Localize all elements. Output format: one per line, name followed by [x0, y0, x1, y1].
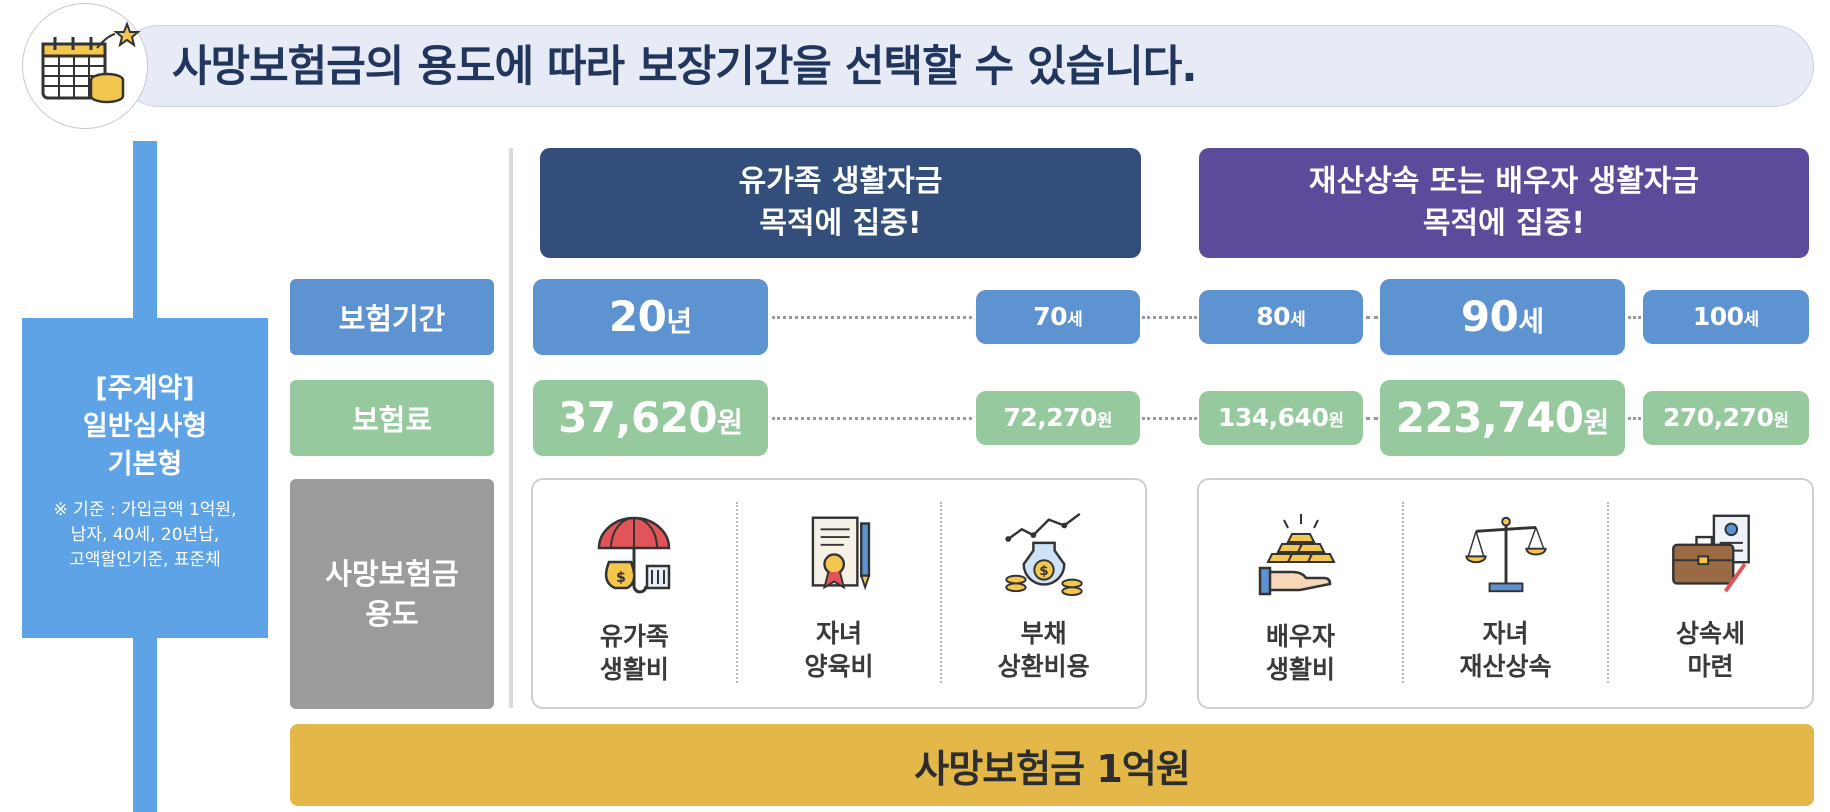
period-pill: 80 세 [1199, 290, 1363, 344]
premium-pill: 37,620 원 [533, 380, 768, 456]
umbrella-money-icon: $ [598, 516, 671, 594]
usage-box-family: $ 유가족 생활비 자녀 양육비 [531, 478, 1147, 709]
usage-item: 자녀 재산상속 [1402, 502, 1607, 683]
dotted-connector [1142, 417, 1197, 420]
usage-item: 자녀 양육비 [735, 502, 941, 683]
premium-pill: 223,740 원 [1380, 380, 1625, 456]
period-unit: 세 [1518, 305, 1545, 338]
usage-item: 상속세 마련 [1607, 502, 1812, 683]
premium-value: 134,640 [1217, 403, 1329, 432]
column-header-line: 유가족 생활자금 [738, 164, 943, 199]
death-benefit-bar: 사망보험금 1억원 [290, 724, 1814, 806]
period-pill: 90 세 [1380, 279, 1625, 355]
plan-note: ※ 기준 : 가입금액 1억원, 남자, 40세, 20년납, 고액할인기준, … [22, 498, 268, 573]
usage-item: $ 유가족 생활비 [533, 480, 736, 707]
usage-label-line: 유가족 [599, 622, 669, 651]
dotted-connector [1142, 316, 1197, 319]
plan-note-line: 남자, 40세, 20년납, [70, 525, 220, 545]
plan-box: [주계약] 일반심사형 기본형 ※ 기준 : 가입금액 1억원, 남자, 40세… [22, 318, 268, 638]
plan-note-line: ※ 기준 : 가입금액 1억원, [53, 500, 237, 520]
usage-label-line: 배우자 [1265, 622, 1335, 651]
premium-value: 223,740 [1395, 393, 1584, 442]
plan-title: [주계약] 일반심사형 기본형 [22, 370, 268, 484]
premium-pill: 134,640 원 [1199, 391, 1363, 445]
premium-unit: 원 [1773, 411, 1789, 431]
header-bar [118, 25, 1814, 107]
svg-text:$: $ [616, 570, 626, 586]
svg-text:$: $ [1039, 563, 1048, 579]
period-value: 90 [1460, 292, 1519, 341]
dotted-connector [1366, 417, 1378, 420]
period-value: 20 [608, 292, 667, 341]
scale-icon [1464, 516, 1547, 593]
usage-label-line: 생활비 [1265, 655, 1335, 684]
period-pill: 70 세 [976, 290, 1140, 344]
plan-title-line: 일반심사형 [82, 411, 208, 442]
period-unit: 세 [1067, 310, 1083, 330]
usage-label: 자녀 재산상속 [1459, 617, 1551, 683]
dotted-connector [1628, 417, 1641, 420]
usage-label: 유가족 생활비 [600, 620, 669, 686]
premium-value: 270,270 [1662, 403, 1774, 432]
premium-unit: 원 [1583, 406, 1610, 439]
usage-label: 자녀 양육비 [805, 617, 874, 683]
dotted-connector [1628, 316, 1641, 319]
premium-unit: 원 [1096, 411, 1113, 431]
usage-label-line: 마련 [1687, 652, 1734, 681]
usage-label-line: 부채 [1020, 619, 1067, 648]
premium-value: 37,620 [558, 393, 718, 442]
column-divider [509, 148, 513, 708]
period-unit: 세 [1743, 310, 1760, 330]
premium-pill: 72,270 원 [976, 391, 1140, 445]
period-value: 80 [1256, 302, 1291, 331]
certificate-icon [811, 516, 871, 591]
usage-label-line: 재산상속 [1459, 652, 1552, 681]
usage-label-line: 상속세 [1675, 619, 1745, 648]
row-label-period: 보험기간 [290, 279, 494, 355]
premium-unit: 원 [1328, 411, 1344, 431]
plan-note-line: 고액할인기준, 표준체 [69, 550, 221, 570]
header-icon-badge [22, 3, 148, 129]
gold-bars-hand-icon [1258, 514, 1336, 596]
dotted-connector [772, 316, 972, 319]
usage-label: 배우자 생활비 [1266, 620, 1335, 686]
dotted-connector [1366, 316, 1378, 319]
usage-item: $ 부채 상환비용 [940, 502, 1145, 683]
usage-item: 배우자 생활비 [1199, 480, 1402, 707]
usage-label-line: 양육비 [804, 652, 874, 681]
premium-pill: 270,270 원 [1643, 391, 1809, 445]
page-title: 사망보험금의 용도에 따라 보장기간을 선택할 수 있습니다. [172, 42, 1198, 92]
usage-label-line: 자녀 [1482, 619, 1529, 648]
briefcase-document-icon [1671, 514, 1750, 593]
period-unit: 년 [666, 305, 693, 338]
period-unit: 세 [1290, 310, 1306, 330]
period-pill: 100 세 [1643, 290, 1809, 344]
period-pill: 20 년 [533, 279, 768, 355]
plan-title-line: [주계약] [95, 373, 195, 404]
usage-label: 부채 상환비용 [998, 617, 1090, 683]
row-label-usage-line: 용도 [365, 597, 419, 631]
coins-growth-icon: $ [1005, 512, 1083, 597]
period-value: 70 [1033, 302, 1068, 331]
usage-box-inheritance: 배우자 생활비 자녀 재산상속 [1197, 478, 1814, 709]
dotted-connector [772, 417, 972, 420]
usage-label-line: 상환비용 [997, 652, 1090, 681]
column-header-line: 목적에 집중! [759, 206, 922, 241]
period-value: 100 [1692, 302, 1744, 331]
column-header-inheritance: 재산상속 또는 배우자 생활자금 목적에 집중! [1199, 148, 1809, 258]
column-header-family: 유가족 생활자금 목적에 집중! [540, 148, 1141, 258]
calendar-coins-icon [41, 21, 141, 104]
premium-unit: 원 [717, 406, 743, 439]
column-header-line: 재산상속 또는 배우자 생활자금 [1308, 164, 1700, 199]
row-label-usage: 사망보험금 용도 [290, 479, 494, 709]
row-label-premium: 보험료 [290, 380, 494, 456]
usage-label-line: 자녀 [816, 619, 863, 648]
premium-value: 72,270 [1003, 403, 1097, 432]
usage-label: 상속세 마련 [1676, 617, 1745, 683]
usage-label-line: 생활비 [599, 655, 669, 684]
row-label-usage-line: 사망보험금 [325, 557, 459, 591]
column-header-line: 목적에 집중! [1422, 206, 1586, 241]
plan-title-line: 기본형 [107, 449, 183, 480]
